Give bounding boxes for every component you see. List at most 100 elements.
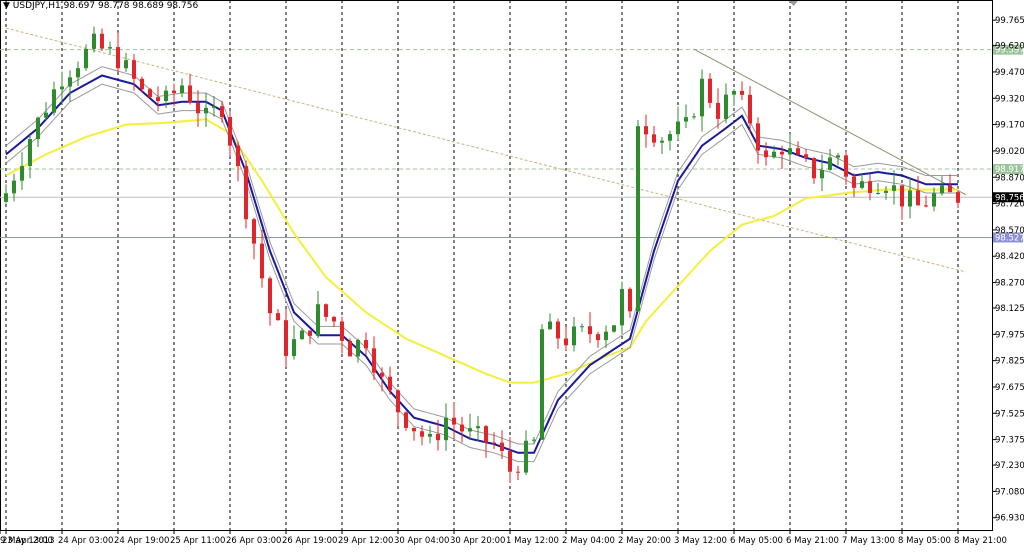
price-label-text: 98.527 <box>995 233 1024 243</box>
candle-bull <box>44 112 48 118</box>
y-tick-label: 97.525 <box>995 409 1024 419</box>
candle-bull <box>676 121 680 135</box>
candle-bear <box>516 471 520 473</box>
x-tick-label: 6 May 21:00 <box>786 536 839 546</box>
candle-bear <box>796 148 800 155</box>
candle-bear <box>708 78 712 103</box>
candle-bear <box>852 176 856 188</box>
candle-bear <box>564 338 568 346</box>
x-tick-label: 24 Apr 19:00 <box>114 536 169 546</box>
candle-bear <box>804 154 808 159</box>
candle-bull <box>180 85 184 94</box>
y-axis: 99.765 99.620 99.470 99.320 99.170 99.020 98.8… <box>992 16 1024 524</box>
x-tick-label: 2 May 20:00 <box>618 536 671 546</box>
candle-bull <box>60 86 64 90</box>
candle-bear <box>364 340 368 349</box>
y-tick-label: 98.270 <box>995 279 1024 289</box>
candle-bull <box>932 193 936 207</box>
candle-bear <box>132 60 136 79</box>
candle-bull <box>572 326 576 346</box>
candle-bear <box>412 427 416 432</box>
candle-bear <box>308 330 312 336</box>
candle-bull <box>884 190 888 193</box>
y-tick-label: 96.930 <box>995 514 1024 524</box>
x-tick-label: 23 Apr 2013 <box>2 536 55 546</box>
candle-bear <box>276 313 280 321</box>
x-tick-label: 30 Apr 20:00 <box>450 536 505 546</box>
candle-bear <box>404 412 408 428</box>
candle-bear <box>596 334 600 341</box>
candle-bull <box>612 325 616 332</box>
candle-bear <box>916 190 920 206</box>
candle-bear <box>508 451 512 472</box>
candle-bull <box>788 148 792 155</box>
candle-bull <box>68 77 72 87</box>
candle-bull <box>4 193 8 202</box>
candle-bull <box>548 321 552 330</box>
y-tick-label: 97.825 <box>995 357 1024 367</box>
candle-bull <box>124 60 128 69</box>
candle-bear <box>228 116 232 146</box>
y-tick-label: 99.765 <box>995 16 1024 26</box>
candle-bear <box>332 316 336 322</box>
candle-bear <box>844 155 848 177</box>
candle-bull <box>892 185 896 191</box>
candle-bear <box>764 150 768 158</box>
candle-bull <box>532 439 536 441</box>
x-tick-label: 7 May 13:00 <box>842 536 895 546</box>
candle-bull <box>84 48 88 69</box>
y-tick-label: 99.620 <box>995 42 1024 52</box>
candle-bull <box>860 181 864 188</box>
y-tick-label: 99.020 <box>995 147 1024 157</box>
candle-bear <box>924 205 928 207</box>
candle-bear <box>396 390 400 413</box>
candle-bull <box>204 107 208 114</box>
candle-bear <box>196 102 200 114</box>
x-tick-label: 3 May 12:00 <box>674 536 727 546</box>
candle-bear <box>484 426 488 443</box>
candle-bear <box>716 102 720 119</box>
candle-bull <box>20 165 24 181</box>
candle-bull <box>52 89 56 113</box>
y-tick-label: 98.720 <box>995 200 1024 210</box>
candle-bull <box>108 47 112 49</box>
scroll-marker-icon[interactable] <box>789 1 798 6</box>
price-label-box <box>993 44 1023 55</box>
candle-bear <box>956 192 960 203</box>
y-tick-label: 98.420 <box>995 252 1024 262</box>
candle-bear <box>588 326 592 335</box>
candle-bull <box>164 90 168 102</box>
candle-bull <box>524 440 528 473</box>
candle-bear <box>556 321 560 339</box>
candle-bear <box>324 304 328 317</box>
candle-bull <box>604 331 608 341</box>
y-tick-label: 97.375 <box>995 436 1024 446</box>
ma-band-lower <box>5 83 958 463</box>
candle-bear <box>348 340 352 357</box>
x-tick-label: 8 May 05:00 <box>898 536 951 546</box>
candle-bull <box>700 78 704 117</box>
candle-bull <box>724 94 728 119</box>
candle-bear <box>780 151 784 155</box>
y-tick-label: 97.675 <box>995 383 1024 393</box>
candle-bear <box>268 278 272 314</box>
candle-bear <box>116 47 120 69</box>
candle-bear <box>284 320 288 356</box>
x-tick-label: 9 May 13:00 <box>0 536 53 546</box>
price-label-text: 98.756 <box>995 193 1024 203</box>
candle-bear <box>220 106 224 117</box>
candle-bear <box>436 434 440 441</box>
candle-bull <box>444 417 448 441</box>
candle-bull <box>692 116 696 118</box>
menu-arrow-icon[interactable]: ▼ <box>3 1 10 11</box>
x-tick-label: 24 Apr 03:00 <box>58 536 113 546</box>
candle-bull <box>836 155 840 158</box>
candle-bull <box>732 90 736 95</box>
candle-bull <box>876 192 880 194</box>
candle-bull <box>908 190 912 207</box>
x-tick-label: 30 Apr 04:00 <box>394 536 449 546</box>
candle-bull <box>660 140 664 143</box>
candle-bear <box>748 94 752 124</box>
candle-bear <box>644 126 648 135</box>
candle-bull <box>300 330 304 340</box>
